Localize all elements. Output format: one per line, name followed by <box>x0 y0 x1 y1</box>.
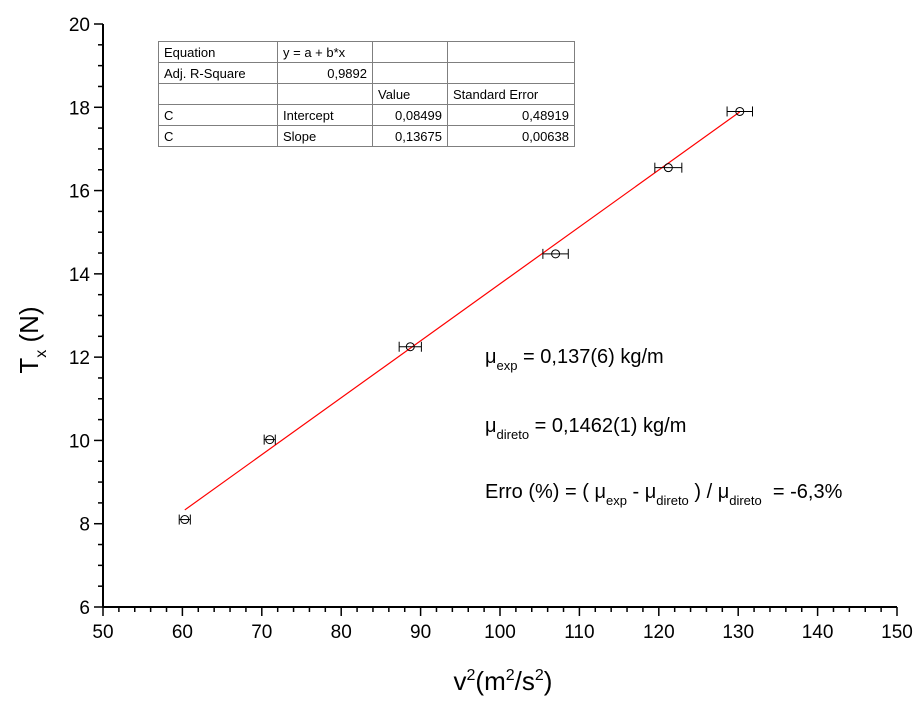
table-cell: 0,48919 <box>447 104 575 126</box>
y-axis-ticks: 6 8 10 12 14 16 18 20 <box>69 15 103 619</box>
fit-results-table: Equation y = a + b*x Adj. R-Square 0,989… <box>158 41 575 147</box>
table-cell: C <box>158 104 278 126</box>
x-tick-label: 80 <box>331 622 352 643</box>
table-cell <box>372 62 448 84</box>
x-tick-label: 60 <box>172 622 193 643</box>
data-point <box>551 249 561 259</box>
y-tick-label: 18 <box>69 98 90 119</box>
y-tick-label: 10 <box>69 431 90 452</box>
table-cell <box>158 83 278 105</box>
x-tick-label: 120 <box>643 622 675 643</box>
data-point <box>405 342 415 352</box>
table-cell: Slope <box>277 125 373 147</box>
y-tick-label: 12 <box>69 348 90 369</box>
table-cell: Value <box>372 83 448 105</box>
x-tick-label: 150 <box>881 622 913 643</box>
y-tick-label: 8 <box>79 515 90 536</box>
table-cell: 0,00638 <box>447 125 575 147</box>
table-cell: Standard Error <box>447 83 575 105</box>
x-tick-label: 110 <box>564 622 594 643</box>
x-axis-ticks: 50 60 70 80 90 100 110 120 130 140 150 <box>92 607 913 643</box>
y-tick-label: 20 <box>69 15 90 36</box>
table-row: Equation y = a + b*x <box>158 41 575 63</box>
table-cell <box>447 41 575 63</box>
y-tick-label: 6 <box>79 598 90 619</box>
table-row: Value Standard Error <box>158 83 575 105</box>
data-point <box>265 435 275 445</box>
table-cell <box>277 83 373 105</box>
table-cell: 0,9892 <box>277 62 373 84</box>
x-tick-label: 130 <box>722 622 754 643</box>
table-cell <box>447 62 575 84</box>
table-cell: y = a + b*x <box>277 41 373 63</box>
data-point <box>663 163 673 173</box>
data-point <box>180 515 190 525</box>
table-row: C Intercept 0,08499 0,48919 <box>158 104 575 126</box>
x-tick-label: 70 <box>251 622 272 643</box>
data-point <box>735 106 745 116</box>
table-cell: 0,13675 <box>372 125 448 147</box>
y-axis-title: Tx (N) <box>14 306 50 373</box>
fit-line-group <box>184 111 741 511</box>
x-tick-label: 140 <box>802 622 834 643</box>
table-cell: Intercept <box>277 104 373 126</box>
x-axis-title: v2(m2/s2) <box>454 666 553 696</box>
table-row: Adj. R-Square 0,9892 <box>158 62 575 84</box>
erro-annotation: Erro (%) = ( μexp - μdireto ) / μdireto … <box>485 481 843 508</box>
x-tick-label: 50 <box>92 622 113 643</box>
table-cell: 0,08499 <box>372 104 448 126</box>
table-row: C Slope 0,13675 0,00638 <box>158 125 575 147</box>
x-tick-label: 100 <box>484 622 516 643</box>
mu-direto-annotation: μdireto = 0,1462(1) kg/m <box>485 415 686 442</box>
table-cell <box>372 41 448 63</box>
table-cell: Equation <box>158 41 278 63</box>
y-tick-label: 16 <box>69 182 90 203</box>
data-points <box>178 106 753 525</box>
fit-line <box>184 111 741 511</box>
table-cell: C <box>158 125 278 147</box>
table-cell: Adj. R-Square <box>158 62 278 84</box>
mu-exp-annotation: μexp = 0,137(6) kg/m <box>485 346 664 373</box>
y-tick-label: 14 <box>69 265 91 286</box>
x-tick-label: 90 <box>410 622 431 643</box>
